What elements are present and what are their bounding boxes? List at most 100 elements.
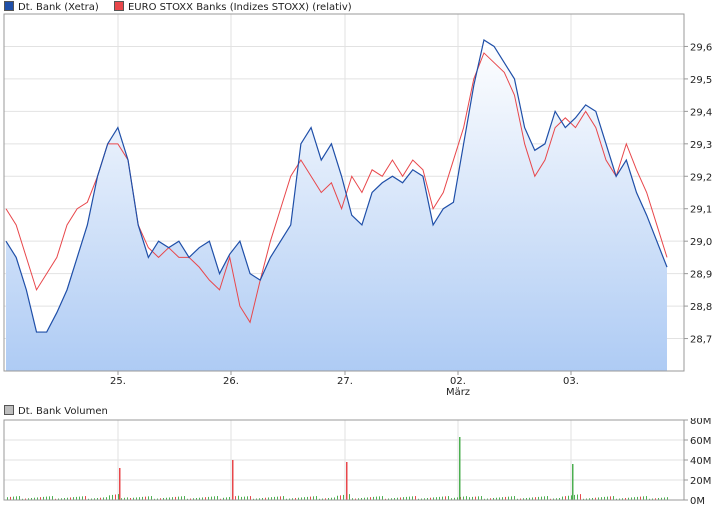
volume-bar (19, 496, 20, 500)
price-x-tick-label: 03. (563, 376, 579, 387)
volume-bar (472, 496, 473, 500)
volume-bar (628, 497, 629, 500)
volume-bar (190, 498, 191, 500)
volume-bar (634, 497, 635, 500)
volume-bar (490, 498, 491, 500)
volume-bar (376, 496, 377, 500)
volume-bar (583, 498, 584, 500)
volume-bar (286, 498, 287, 500)
volume-bar (205, 497, 206, 500)
volume-bar (640, 496, 641, 500)
volume-spike-bar (232, 460, 234, 500)
volume-bar (172, 497, 173, 500)
volume-bar (127, 497, 128, 500)
volume-bar (577, 494, 578, 500)
volume-bar (151, 496, 152, 500)
volume-bar (457, 497, 458, 500)
volume-bar (295, 497, 296, 500)
volume-bar (268, 497, 269, 500)
volume-bar (238, 495, 239, 500)
legend-label-dt-bank: Dt. Bank (Xetra) (18, 2, 99, 13)
volume-bar (316, 496, 317, 500)
volume-bar (541, 496, 542, 500)
volume-bar (328, 497, 329, 500)
volume-y-tick-label: 80M (690, 418, 711, 427)
volume-bar (343, 494, 344, 500)
volume-bar (292, 498, 293, 500)
volume-spike-bar (119, 468, 121, 500)
volume-bar (181, 496, 182, 500)
volume-bar (373, 496, 374, 500)
volume-bar (565, 496, 566, 500)
volume-bar (547, 496, 548, 500)
volume-bar (244, 496, 245, 500)
volume-bar (319, 498, 320, 500)
volume-bar (100, 497, 101, 500)
price-y-tick-label: 28,8 (690, 302, 712, 313)
volume-bar (430, 497, 431, 500)
legend-label-volume: Dt. Bank Volumen (18, 406, 108, 417)
volume-bar (37, 497, 38, 500)
volume-bar (508, 496, 509, 500)
volume-bar (367, 497, 368, 500)
volume-bar (106, 497, 107, 500)
volume-bar (325, 498, 326, 500)
volume-bar (226, 497, 227, 500)
price-y-tick-label: 29,0 (690, 237, 712, 248)
volume-bar (217, 496, 218, 500)
volume-bar (34, 497, 35, 500)
volume-bar (52, 496, 53, 500)
volume-bar (643, 496, 644, 500)
volume-bar (655, 498, 656, 500)
volume-bar (433, 497, 434, 500)
volume-bar (589, 498, 590, 500)
price-y-tick-label: 29,3 (690, 140, 712, 151)
volume-bar (178, 496, 179, 500)
volume-bar (352, 498, 353, 500)
dt-bank-line (5, 38, 668, 333)
volume-bar (121, 498, 122, 500)
price-chart-legend: Dt. Bank (Xetra) EURO STOXX Banks (Indiz… (4, 1, 364, 14)
volume-bar (259, 498, 260, 500)
volume-bar (136, 497, 137, 500)
volume-bar (661, 497, 662, 500)
volume-bar (337, 495, 338, 500)
volume-chart: 80M 60M 40M 20M 0M (3, 418, 711, 507)
dt-bank-area-fill (6, 39, 667, 372)
volume-spike-bar (459, 437, 461, 500)
volume-bar (475, 496, 476, 500)
volume-bar (355, 498, 356, 500)
price-x-tick-label: 02. (450, 376, 466, 387)
volume-bar (556, 498, 557, 500)
volume-bar (139, 497, 140, 500)
volume-bar (241, 496, 242, 500)
volume-bar (313, 496, 314, 500)
volume-bar (517, 498, 518, 500)
volume-bar (55, 498, 56, 500)
volume-bar (220, 498, 221, 500)
volume-bar (133, 497, 134, 500)
volume-bar (496, 497, 497, 500)
volume-bar (448, 496, 449, 500)
volume-bar (310, 496, 311, 500)
volume-bar (535, 497, 536, 500)
volume-bar (10, 496, 11, 500)
volume-bar (85, 496, 86, 500)
volume-bar (442, 496, 443, 500)
volume-bar (202, 497, 203, 500)
volume-bar (112, 494, 113, 500)
volume-bar (574, 494, 575, 500)
legend-swatch-volume (4, 405, 14, 415)
volume-bar (7, 497, 8, 500)
volume-bar (598, 497, 599, 500)
volume-bar (304, 497, 305, 500)
volume-bar (604, 496, 605, 500)
volume-bar (307, 496, 308, 500)
legend-item-euro-stoxx-banks: EURO STOXX Banks (Indizes STOXX) (relati… (113, 1, 352, 13)
volume-bar (415, 496, 416, 500)
volume-spike-bar (346, 462, 348, 500)
volume-y-tick-label: 60M (690, 436, 711, 447)
volume-bar (580, 494, 581, 500)
volume-bar (616, 498, 617, 500)
volume-bar (559, 497, 560, 500)
